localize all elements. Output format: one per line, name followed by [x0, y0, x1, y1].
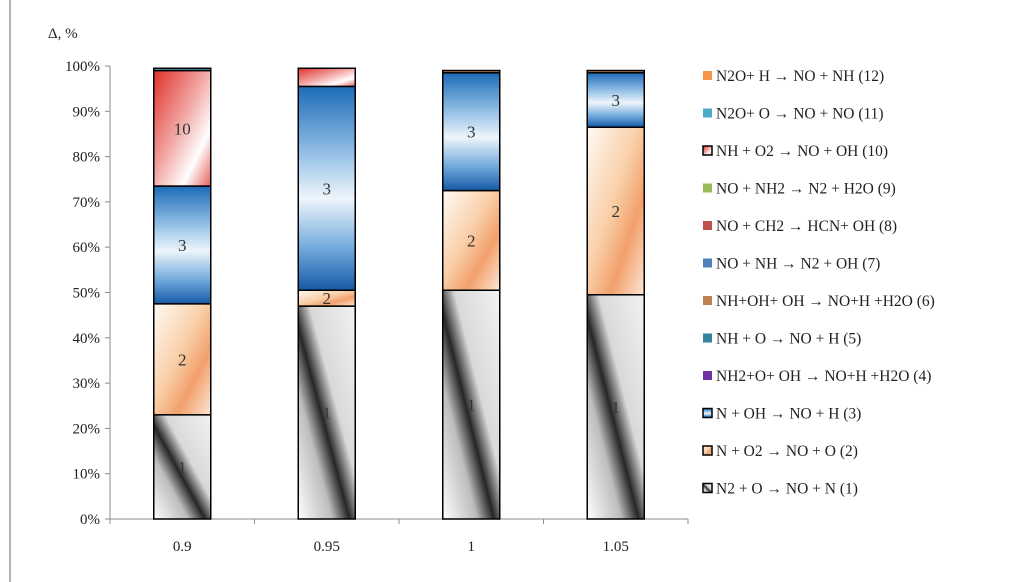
legend-label-4: NH2+O+ OH → NO+H +H2O (4) — [716, 368, 931, 385]
legend-swatch-9 — [703, 183, 712, 193]
segment-label: 1 — [323, 404, 332, 423]
legend-label-3: N + OH → NO + H (3) — [716, 406, 861, 423]
legend-label-1: N2 + O → NO + N (1) — [716, 481, 858, 498]
y-tick-label: 90% — [73, 104, 101, 120]
bar-segment-2 — [153, 303, 212, 416]
x-tick-label: 0.9 — [173, 539, 192, 555]
legend-label-6: NH+OH+ OH → NO+H +H2O (6) — [716, 293, 935, 310]
legend-swatch-3 — [702, 407, 713, 419]
x-tick-label: 1.05 — [603, 539, 629, 555]
y-tick-label: 100% — [65, 59, 100, 75]
segment-label: 10 — [174, 119, 191, 138]
legend-swatch-2 — [702, 445, 713, 456]
bar-segment-6 — [586, 69, 645, 74]
legend-swatch-10 — [702, 145, 713, 156]
bar-segment-6 — [442, 69, 501, 74]
segment-label: 3 — [323, 179, 332, 198]
legend-label-9: NO + NH2 → N2 + H2O (9) — [716, 181, 896, 198]
y-axis-label: Δ, % — [48, 26, 78, 42]
segment-label: 3 — [178, 236, 187, 255]
bar-segment-10 — [153, 69, 212, 187]
legend-swatch-12 — [703, 71, 712, 80]
bar-segment-10 — [297, 67, 356, 88]
y-tick-label: 70% — [73, 195, 101, 211]
y-tick-label: 40% — [73, 331, 101, 347]
segment-label: 2 — [612, 202, 621, 221]
segment-label: 1 — [612, 398, 621, 417]
legend-label-7: NO + NH → N2 + OH (7) — [716, 256, 880, 273]
x-tick-label: 0.95 — [314, 539, 340, 555]
y-tick-label: 30% — [73, 376, 101, 392]
legend-label-11: N2O+ O → NO + NO (11) — [716, 106, 884, 123]
bar-segment-2 — [442, 189, 501, 291]
bar-segment-3 — [442, 72, 501, 192]
y-tick-label: 0% — [80, 512, 100, 528]
legend-label-10: NH + O2 → NO + OH (10) — [716, 143, 888, 160]
y-tick-label: 60% — [73, 240, 101, 256]
legend-swatch-11 — [703, 108, 712, 118]
segment-label: 2 — [178, 350, 187, 369]
axes-group: 0% 10% 20% 30% 40% 50% 60% 70% 80% 90% 100% 0.9 0.95… — [65, 59, 689, 555]
legend-swatch-4 — [703, 371, 712, 380]
segment-label: 2 — [323, 289, 332, 308]
x-tick-label: 1 — [468, 539, 476, 555]
bar-segment-1 — [297, 305, 356, 520]
legend-label-12: N2O+ H → NO + NH (12) — [716, 68, 884, 85]
bar-segment-11 — [153, 67, 212, 72]
bar-segment-1 — [153, 414, 212, 520]
y-tick-label: 10% — [73, 467, 101, 483]
legend-label-8: NO + CH2 → HCN+ OH (8) — [716, 218, 897, 235]
segment-label: 1 — [467, 396, 476, 415]
legend-swatch-8 — [703, 221, 712, 230]
y-tick-label: 50% — [73, 286, 101, 302]
segment-label: 2 — [467, 231, 476, 250]
bars-group: 1 2 3 10 1 2 3 1 2 3 1 2 3 — [153, 67, 645, 520]
y-tick-label: 80% — [73, 150, 101, 166]
legend-swatch-6 — [703, 296, 712, 305]
legend-swatch-1 — [702, 482, 713, 494]
segment-label: 3 — [467, 123, 476, 142]
legend-swatch-5 — [703, 333, 712, 343]
legend: N2O+ H → NO + NH (12) N2O+ O → NO + NO (1… — [702, 68, 935, 498]
bar-segment-3 — [153, 185, 212, 305]
segment-label: 1 — [178, 458, 187, 477]
y-tick-label: 20% — [73, 421, 101, 437]
legend-swatch-7 — [703, 258, 712, 268]
legend-label-2: N + O2 → NO + O (2) — [716, 443, 858, 460]
legend-label-5: NH + O → NO + H (5) — [716, 331, 861, 348]
segment-label: 3 — [612, 91, 621, 110]
